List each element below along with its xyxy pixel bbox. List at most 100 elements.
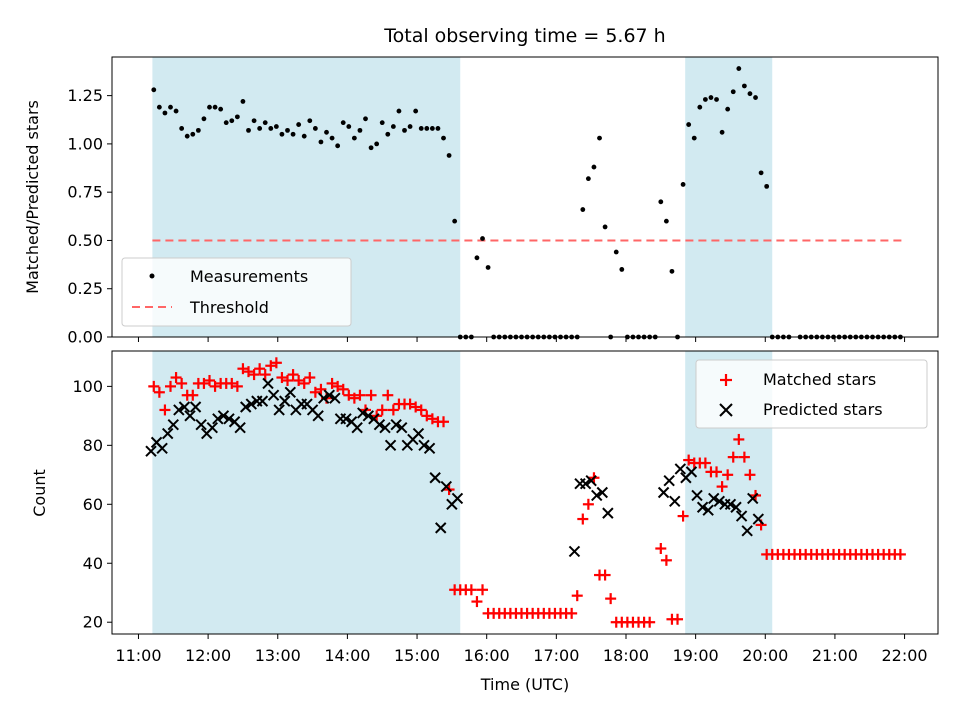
matched-star-point [198, 377, 210, 389]
measurement-point [686, 122, 692, 127]
top-legend-box [121, 257, 352, 327]
predicted-star-point [752, 513, 765, 525]
x-tick-label: 19:00 [673, 646, 719, 665]
top-y-axis: 0.00 0.25 0.50 0.75 1.00 1.25 [67, 86, 112, 347]
predicted-star-point [245, 398, 257, 410]
predicted-star-point [178, 401, 191, 413]
top-x-ticks [137, 337, 906, 342]
measurement-point [240, 99, 246, 104]
top-panel: 0.00 0.25 0.50 0.75 1.00 1.25 Matched/Predict… [23, 56, 939, 347]
x-tick-label: 18:00 [603, 646, 649, 665]
measurement-point [758, 170, 764, 176]
matched-star-point [298, 377, 310, 389]
matched-star-point [204, 374, 216, 386]
matched-star-point [571, 590, 583, 602]
measurement-point [585, 176, 591, 182]
matched-star-point [315, 383, 327, 395]
matched-star-point [410, 401, 422, 413]
matched-star-point [738, 451, 750, 463]
predicted-star-point [591, 489, 603, 502]
predicted-star-point [351, 421, 363, 434]
bottom-y-tick-label: 100 [72, 377, 103, 396]
matched-star-point [270, 357, 282, 369]
measurement-point [251, 118, 257, 124]
predicted-star-point [312, 410, 324, 422]
matched-star-point [293, 374, 305, 386]
measurement-point [279, 131, 285, 137]
matched-star-point [415, 404, 427, 416]
measurement-point [296, 122, 302, 127]
predicted-star-point [747, 492, 759, 505]
x-tick-label: 21:00 [812, 646, 858, 665]
predicted-star-point [657, 486, 670, 499]
matched-star-point [376, 404, 388, 416]
measurement-point [691, 135, 697, 141]
measurement-point [329, 135, 335, 141]
matched-star-point [894, 548, 906, 560]
measurement-point [708, 95, 714, 100]
measurement-point [402, 127, 407, 133]
matched-star-point [148, 380, 160, 392]
matched-star-point [348, 392, 360, 404]
measurement-point [764, 183, 770, 189]
top-y-tick-label: 0.50 [67, 231, 103, 250]
measurement-point [173, 108, 179, 114]
measurement-point [285, 127, 290, 133]
matched-star-point [655, 543, 667, 555]
predicted-star-point [418, 439, 430, 452]
predicted-star-point [318, 392, 330, 404]
x-tick-label: 11:00 [115, 646, 161, 665]
top-y-tick-label: 0.00 [67, 328, 103, 347]
predicted-star-point [329, 392, 341, 404]
predicted-star-point [730, 501, 742, 513]
predicted-star-point [223, 413, 235, 425]
x-tick-label: 14:00 [324, 646, 370, 665]
top-y-tick-label: 0.25 [67, 279, 103, 298]
measurement-point [190, 131, 196, 137]
matched-star-point [337, 383, 349, 395]
measurement-point [714, 97, 719, 102]
matched-star-point [248, 369, 260, 381]
predicted-star-point [423, 442, 436, 454]
matched-star-point [605, 593, 617, 605]
measurement-point [413, 108, 419, 114]
predicted-star-point [189, 401, 202, 413]
legend-predicted-label: Predicted stars [763, 400, 883, 419]
matched-star-point [382, 389, 394, 401]
predicted-star-point [451, 492, 464, 505]
measurement-point [363, 116, 368, 122]
predicted-star-point [379, 421, 391, 434]
matched-star-point [276, 372, 288, 384]
bottom-panel: 20 40 60 80 100 11:00 12:00 13:00 14:00 15:00 16:… [30, 350, 939, 694]
measurement-point [474, 255, 480, 261]
x-tick-label: 20:00 [742, 646, 788, 665]
predicted-star-point [440, 480, 453, 493]
top-panel-frame [111, 56, 939, 338]
measurement-point [351, 135, 357, 141]
measurement-point [179, 126, 185, 131]
legend-predicted-marker [719, 403, 733, 417]
matched-star-point [304, 372, 316, 384]
predicted-star-point [340, 413, 352, 425]
measurement-point [619, 267, 625, 272]
predicted-star-point [323, 389, 336, 401]
matched-star-point [254, 363, 266, 375]
predicted-star-point [741, 525, 753, 537]
measurement-point [268, 126, 274, 131]
measurement-point [725, 106, 731, 112]
measurement-point [418, 126, 424, 131]
matched-star-point [404, 398, 416, 410]
measurement-point [385, 131, 391, 137]
matched-star-point [165, 380, 177, 392]
measurement-point [246, 127, 251, 133]
x-tick-label: 12:00 [185, 646, 231, 665]
matched-star-point [711, 466, 723, 478]
matched-star-point [677, 510, 689, 522]
predicted-star-point [596, 486, 609, 499]
matched-star-point [243, 366, 255, 378]
predicted-star-point [412, 427, 425, 440]
matched-star-point [477, 584, 489, 596]
predicted-star-point [357, 407, 369, 419]
legend-matched-marker [720, 374, 732, 386]
matched-star-point [644, 616, 656, 628]
